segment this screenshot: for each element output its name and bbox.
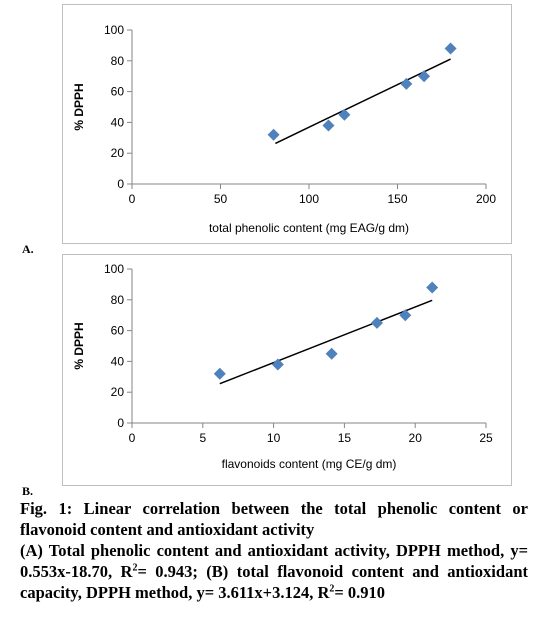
chart-b-trendline	[219, 299, 433, 385]
chart-a-y-axis-label: % DPPH	[72, 83, 86, 130]
chart-a-data-point	[400, 77, 413, 90]
chart-b-y-tick-label: 60	[111, 324, 125, 338]
chart-b-y-tick-label: 0	[117, 416, 124, 430]
chart-b-data-point	[370, 316, 383, 329]
chart-b-y-tick-label: 80	[111, 293, 125, 307]
chart-a-x-tick-label: 150	[387, 192, 407, 206]
chart-b-y-tick-label: 100	[104, 262, 124, 276]
chart-a-plot: 0 20 40 60 80 100 0 50 100 150 200 total phenolic c…	[72, 23, 496, 235]
chart-b-data-point	[271, 358, 284, 371]
chart-a-data-point	[267, 128, 280, 141]
caption-body-c: = 0.910	[334, 583, 386, 602]
chart-b-data-point	[399, 309, 412, 322]
caption-body: (A) Total phenolic content and antioxida…	[20, 540, 528, 603]
caption-sup-2: 2	[329, 583, 335, 595]
chart-b: 0 20 40 60 80 100 0 5 10 15 20 25 flavonoids content…	[62, 254, 512, 486]
chart-b-y-tick-label: 20	[111, 385, 125, 399]
chart-b-data-point	[426, 281, 439, 294]
chart-a-y-tick-label: 0	[117, 177, 124, 191]
chart-b-x-tick-label: 0	[129, 431, 136, 445]
chart-a-y-tick-label: 80	[111, 54, 125, 68]
chart-b-y-axis-label: % DPPH	[72, 322, 86, 369]
chart-a-y-tick-label: 20	[111, 146, 125, 160]
chart-b-data-point	[213, 367, 226, 380]
caption-body-a: (A) Total phenolic content and antioxida…	[20, 541, 528, 581]
chart-a-x-axis-label: total phenolic content (mg EAG/g dm)	[209, 221, 409, 235]
chart-b-data-point	[325, 347, 338, 360]
panel-label-b: B.	[22, 484, 34, 498]
chart-a-y-tick-label: 60	[111, 85, 125, 99]
chart-b-plot: 0 20 40 60 80 100 0 5 10 15 20 25 flavonoids content…	[72, 262, 493, 471]
chart-a-x-tick-label: 200	[476, 192, 496, 206]
chart-b-x-tick-label: 20	[409, 431, 423, 445]
chart-a-x-tick-label: 50	[214, 192, 228, 206]
caption-body-b: = 0.943; (B) total flavonoid content and…	[20, 562, 528, 602]
chart-a-x-tick-label: 0	[129, 192, 136, 206]
figure-caption: Fig. 1: Linear correlation between the t…	[20, 498, 528, 603]
chart-b-x-tick-label: 5	[199, 431, 206, 445]
chart-a-y-tick-label: 100	[104, 23, 124, 37]
chart-a-data-point	[338, 108, 351, 121]
chart-a: 0 20 40 60 80 100 0 50 100 150 200 total phenolic c…	[62, 4, 512, 244]
chart-a-data-point	[444, 42, 457, 55]
caption-title: Fig. 1: Linear correlation between the t…	[20, 499, 528, 539]
chart-b-x-tick-label: 25	[479, 431, 493, 445]
chart-b-x-axis-label: flavonoids content (mg CE/g dm)	[222, 457, 397, 471]
panel-label-a: A.	[22, 242, 34, 256]
chart-a-data-point	[322, 119, 335, 132]
chart-b-x-tick-label: 10	[267, 431, 281, 445]
chart-a-data-point	[418, 70, 431, 83]
chart-b-y-tick-label: 40	[111, 354, 125, 368]
chart-a-x-tick-label: 100	[299, 192, 319, 206]
caption-sup-1: 2	[132, 562, 138, 574]
chart-b-x-tick-label: 15	[338, 431, 352, 445]
chart-a-y-tick-label: 40	[111, 115, 125, 129]
